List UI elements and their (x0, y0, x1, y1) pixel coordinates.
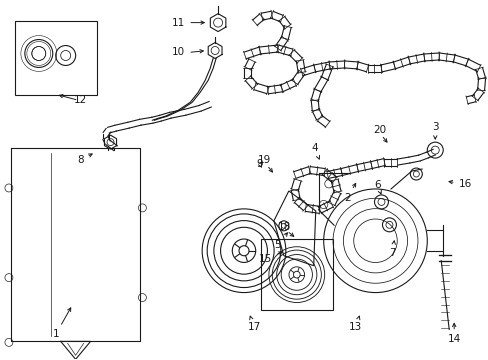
Text: 11: 11 (172, 18, 185, 28)
Text: 2: 2 (344, 183, 355, 203)
Text: 8: 8 (77, 154, 92, 165)
Text: 7: 7 (388, 241, 395, 258)
Text: 16: 16 (448, 179, 471, 189)
Text: 9: 9 (256, 159, 263, 169)
Text: 10: 10 (172, 48, 185, 58)
Text: 17: 17 (247, 316, 260, 332)
Text: 19: 19 (258, 155, 271, 165)
Text: 6: 6 (373, 180, 381, 194)
Bar (15, 21, 96, 95)
Text: 1: 1 (52, 308, 71, 339)
Text: 3: 3 (431, 122, 438, 139)
Text: 20: 20 (372, 125, 385, 135)
Text: 15: 15 (259, 252, 282, 264)
Text: 18: 18 (278, 222, 291, 232)
Text: 14: 14 (447, 323, 460, 345)
Bar (261, 239, 332, 310)
Text: 13: 13 (348, 316, 362, 332)
Text: 12: 12 (74, 95, 87, 105)
Text: 4: 4 (311, 143, 319, 159)
Text: 5: 5 (274, 233, 287, 250)
